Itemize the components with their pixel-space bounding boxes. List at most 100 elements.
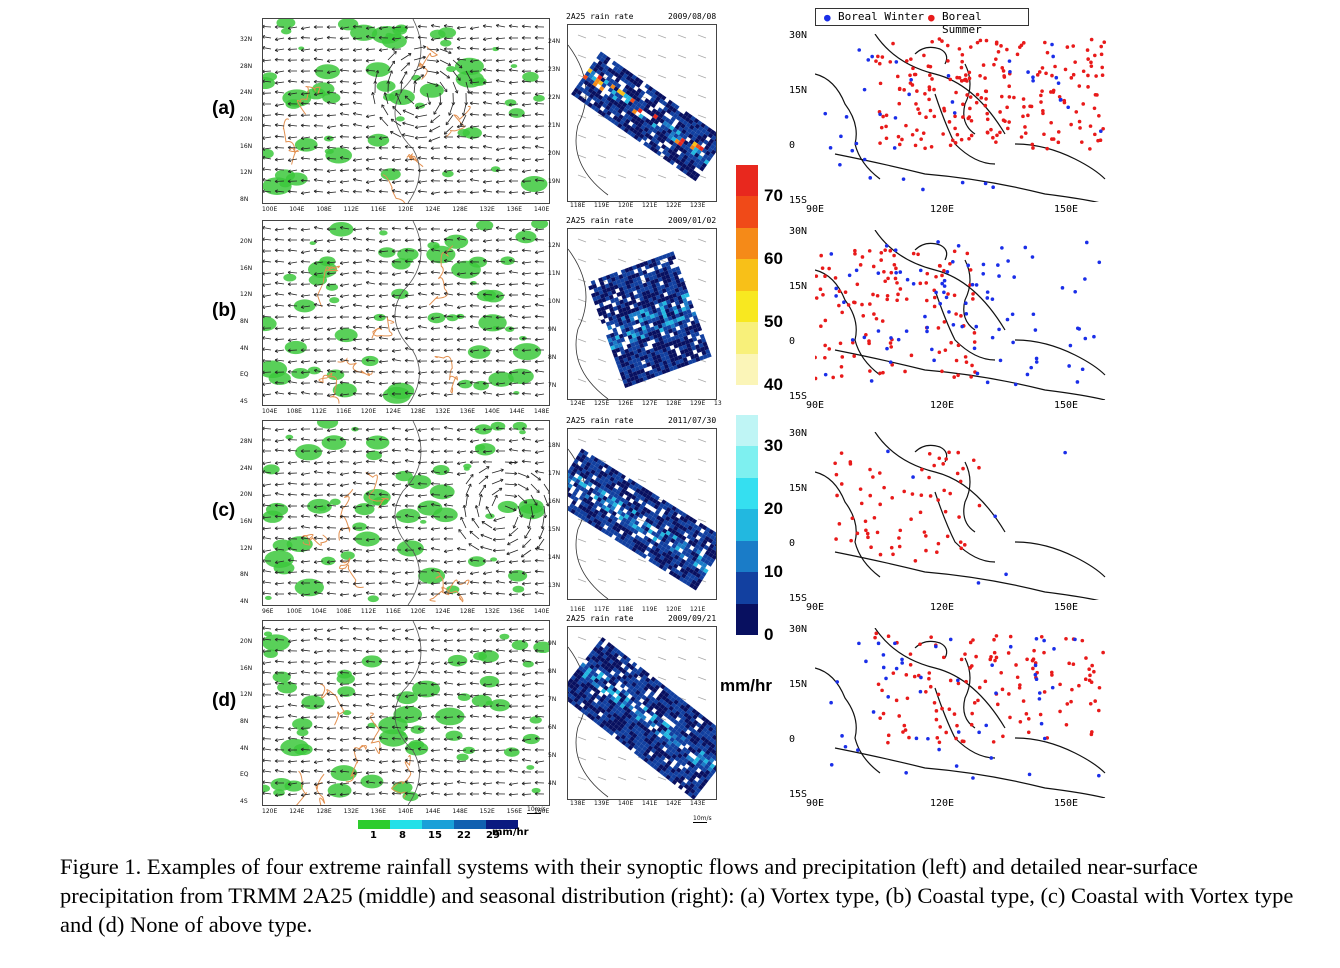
rain-cell	[626, 109, 632, 116]
rain-cell	[580, 491, 587, 498]
rain-cell	[654, 547, 661, 553]
wind-arrowhead	[456, 382, 461, 386]
wind-arrow	[301, 294, 311, 297]
wind-arrow	[314, 782, 324, 786]
rain-cell	[658, 302, 664, 308]
wind-arrow	[517, 494, 528, 504]
wind-arrowhead	[417, 156, 422, 160]
wind-arrowhead	[469, 359, 473, 364]
rain-cell	[568, 486, 571, 493]
precip-blob	[526, 765, 535, 770]
wind-arrow	[365, 660, 376, 663]
rain-cell	[698, 145, 705, 152]
rain-cell	[679, 337, 685, 343]
rain-cell	[613, 318, 619, 324]
wind-arrowhead	[326, 227, 330, 231]
wind-arrow	[657, 438, 667, 443]
wind-arrowhead	[274, 514, 278, 519]
wind-arrowhead	[430, 546, 435, 551]
wind-arrowhead	[287, 681, 292, 685]
wind-arrow	[326, 146, 337, 149]
rain-cell	[677, 342, 683, 348]
wind-arrowhead	[495, 135, 499, 139]
rain-cell	[650, 258, 656, 264]
rain-cell	[689, 574, 696, 580]
wind-arrowhead	[313, 547, 318, 551]
wind-arrowhead	[326, 659, 330, 664]
wind-arrowhead	[404, 391, 408, 396]
wind-arrow	[617, 578, 627, 583]
wind-arrowhead	[352, 325, 356, 330]
wind-arrow	[327, 304, 337, 307]
wind-arrowhead	[313, 79, 317, 84]
wind-arrow	[275, 560, 285, 564]
wind-arrow	[275, 304, 285, 307]
wind-arrow	[288, 548, 298, 551]
rain-cell	[609, 490, 616, 497]
wind-arrowhead	[456, 46, 461, 50]
rain-cell	[705, 729, 712, 736]
rain-cell	[611, 473, 618, 479]
rain-cell	[615, 360, 621, 366]
wind-arrow	[275, 293, 285, 296]
wind-arrow	[366, 482, 376, 485]
wind-arrow	[417, 649, 428, 652]
wind-arrowhead	[495, 392, 499, 397]
rain-cell	[650, 326, 656, 332]
wind-arrow	[482, 382, 493, 384]
wind-arrowhead	[469, 112, 473, 117]
wind-arrowhead	[430, 191, 435, 196]
wind-arrow	[339, 672, 350, 674]
rain-cell	[673, 330, 679, 336]
wind-arrow	[431, 24, 441, 28]
wind-arrow	[301, 537, 311, 540]
wind-arrow	[339, 494, 350, 496]
wind-arrowhead	[469, 580, 473, 585]
rain-cell	[662, 519, 669, 525]
wind-arrowhead	[326, 460, 330, 465]
wind-arrowhead	[300, 638, 304, 643]
wind-arrowhead	[508, 382, 513, 386]
rain-cell	[680, 328, 686, 334]
wind-arrowhead	[391, 571, 396, 576]
rain-cell	[620, 473, 626, 480]
wind-arrow	[522, 438, 532, 441]
rain-cell	[572, 490, 578, 497]
wind-arrowhead	[300, 482, 304, 487]
wind-arrow	[483, 770, 493, 773]
wind-arrow	[496, 704, 506, 707]
wind-arrow	[496, 283, 506, 286]
terrain-contour	[428, 245, 454, 306]
rain-cell	[666, 157, 672, 163]
wind-arrow	[443, 527, 454, 529]
wind-arrowhead	[352, 791, 356, 796]
wind-arrowhead	[326, 793, 331, 797]
wind-arrowhead	[389, 130, 394, 135]
wind-arrowhead	[263, 225, 266, 230]
wind-arrow	[431, 305, 441, 308]
rain-cell	[664, 308, 670, 314]
wind-arrowhead	[300, 101, 304, 106]
wind-arrowhead	[300, 715, 304, 720]
rain-cell	[675, 313, 681, 319]
wind-arrowhead	[534, 569, 538, 574]
wind-arrowhead	[274, 738, 279, 742]
rain-cell	[638, 133, 645, 140]
wind-arrow	[483, 782, 493, 785]
wind-arrowhead	[365, 492, 370, 496]
rain-cell	[615, 489, 621, 496]
wind-arrowhead	[443, 703, 447, 708]
rain-cell	[676, 282, 682, 288]
wind-arrowhead	[404, 592, 408, 596]
rain-cell	[609, 307, 615, 313]
rain-cell	[667, 99, 673, 106]
rain-cell	[569, 465, 575, 471]
wind-arrow	[415, 114, 428, 118]
rain-cell	[668, 306, 674, 313]
wind-arrowhead	[456, 237, 461, 241]
wind-arrow	[327, 101, 337, 105]
wind-arrowhead	[417, 515, 421, 520]
rain-cell	[604, 468, 611, 475]
rain-cell	[689, 173, 695, 179]
wind-arrowhead	[482, 270, 486, 275]
